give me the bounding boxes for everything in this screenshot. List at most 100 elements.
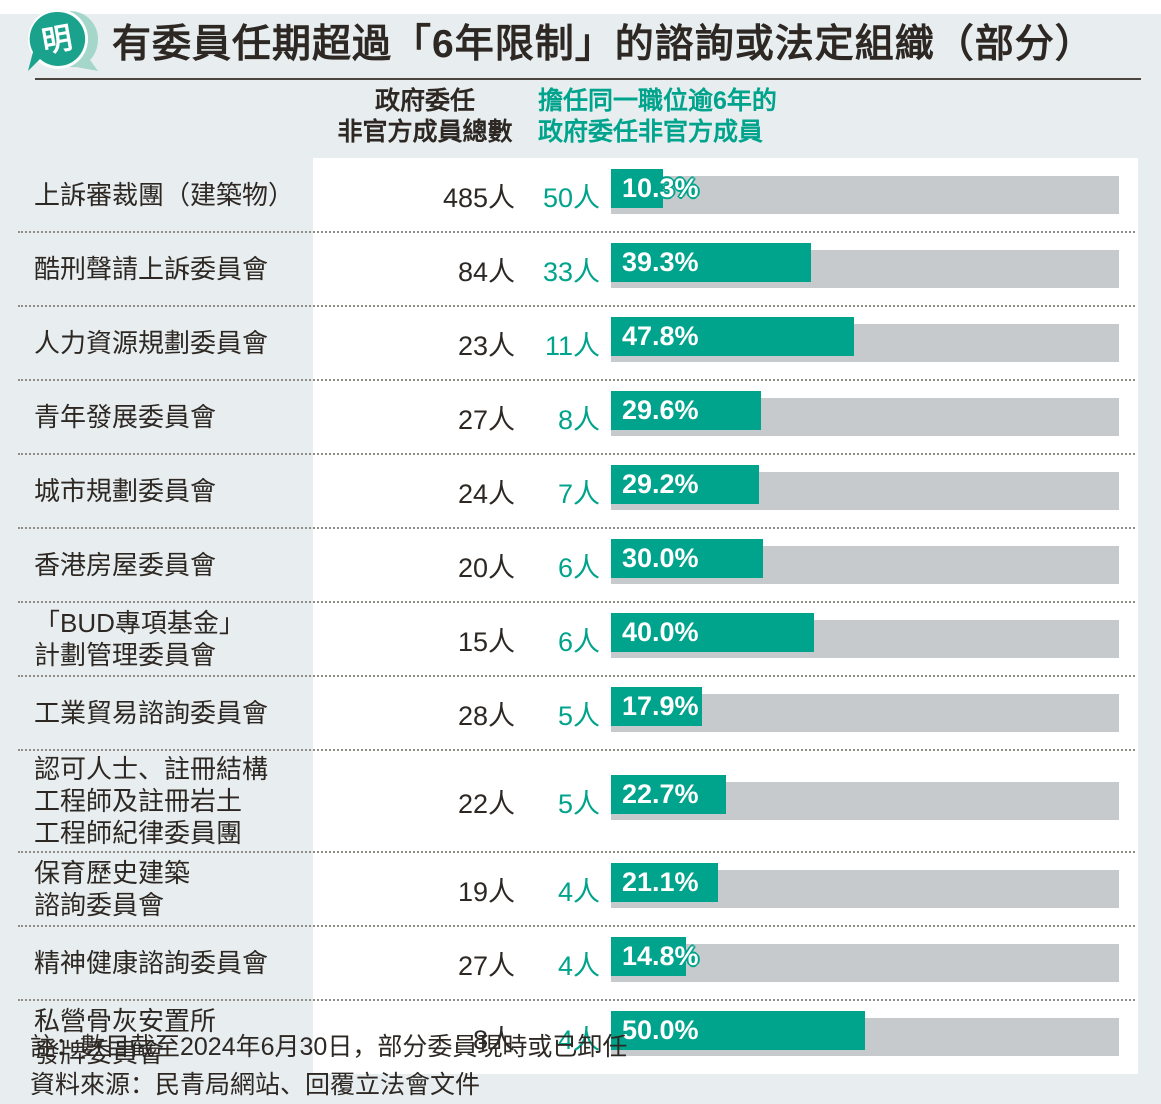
bar-chart-table: 上訴審裁團（建築物） 485人 50人 10.3% 酷刑聲請上訴委員會 84人 …: [0, 158, 1138, 1074]
row-divider: [18, 305, 1135, 307]
header-rule: [35, 78, 1141, 80]
over6-members-value: 4人: [557, 876, 600, 907]
total-members-value: 15人: [457, 626, 515, 657]
total-members-value: 19人: [457, 876, 515, 907]
bar-percentage-label: 29.6%: [622, 395, 699, 425]
organization-name: 香港房屋委員會: [34, 550, 217, 580]
table-row: 私營骨灰安置所 發牌委員會 8人 4人 50.0%: [0, 1000, 1138, 1074]
organization-name: 工業貿易諮詢委員會: [34, 698, 269, 728]
bar-percentage-label: 40.0%: [622, 617, 699, 647]
table-row: 人力資源規劃委員會 23人 11人 47.8%: [0, 306, 1138, 381]
bar-track: 30.0%: [611, 539, 1119, 584]
bar-fill: [611, 391, 762, 430]
bar-fill: [611, 243, 811, 282]
page-title: 有委員任期超過「6年限制」的諮詢或法定組織（部分）: [112, 23, 1095, 66]
total-members-value: 8人: [472, 1024, 515, 1055]
over6-members-value: 50人: [542, 182, 600, 213]
bar-fill: [611, 169, 664, 208]
bar-fill: [611, 613, 815, 652]
bar-percentage-label: 21.1%: [622, 867, 699, 897]
bar-cell: 30.0%: [611, 539, 1119, 584]
over6-members-value: 5人: [557, 700, 600, 731]
row-divider: [18, 601, 1135, 603]
bar-track: 29.2%: [611, 465, 1119, 510]
total-members-value: 23人: [457, 330, 515, 361]
organization-name: 「BUD專項基金」 計劃管理委員會: [34, 608, 245, 670]
over6-members-value: 6人: [557, 626, 600, 657]
bar-fill: [611, 465, 760, 504]
total-members-value: 20人: [457, 552, 515, 583]
bar-cell: 17.9%: [611, 687, 1119, 732]
over6-members-value: 4人: [557, 1024, 600, 1055]
table-row: 酷刑聲請上訴委員會 84人 33人 39.3%: [0, 232, 1138, 307]
bar-fill: [611, 1011, 865, 1050]
bar-cell: 14.8%: [611, 937, 1119, 982]
organization-name: 酷刑聲請上訴委員會: [34, 254, 269, 284]
organization-name: 上訴審裁團（建築物）: [34, 180, 295, 210]
bar-track: 50.0%: [611, 1011, 1119, 1056]
mingpao-logo-icon: 明: [28, 9, 98, 71]
bar-cell: 50.0%: [611, 1011, 1119, 1056]
table-row: 認可人士、註冊結構 工程師及註冊岩土 工程師紀律委員團 22人 5人 22.7%: [0, 750, 1138, 853]
over6-members-value: 11人: [544, 330, 600, 361]
bar-percentage-label: 50.0%: [622, 1015, 699, 1045]
row-divider: [18, 851, 1135, 853]
bar-fill: [611, 775, 727, 814]
row-divider: [18, 379, 1135, 381]
footnotes: 註：數目截至2024年6月30日，部分委員現時或已卸任 資料來源：民青局網站、回…: [30, 1028, 627, 1104]
bar-cell: 40.0%: [611, 613, 1119, 658]
total-members-value: 485人: [442, 182, 515, 213]
row-divider: [18, 527, 1135, 529]
organization-name: 保育歷史建築 諮詢委員會: [34, 858, 191, 920]
masthead: 明 有委員任期超過「6年限制」的諮詢或法定組織（部分）: [20, 6, 1141, 76]
organization-name: 青年發展委員會: [34, 402, 217, 432]
total-members-value: 84人: [457, 256, 515, 287]
bar-cell: 10.3%: [611, 169, 1119, 214]
over6-members-value: 4人: [557, 950, 600, 981]
bar-percentage-label: 39.3%: [622, 247, 699, 277]
row-divider: [18, 453, 1135, 455]
over6-members-value: 8人: [557, 404, 600, 435]
row-divider: [18, 749, 1135, 751]
bar-track: 22.7%: [611, 775, 1119, 820]
bar-track: 14.8%: [611, 937, 1119, 982]
organization-name: 人力資源規劃委員會: [34, 328, 269, 358]
bar-track: 47.8%: [611, 317, 1119, 362]
bar-track: 10.3%: [611, 169, 1119, 214]
bar-percentage-label: 30.0%: [622, 543, 699, 573]
total-members-value: 27人: [457, 950, 515, 981]
footnote-source: 資料來源：民青局網站、回覆立法會文件: [30, 1071, 481, 1099]
table-row: 青年發展委員會 27人 8人 29.6%: [0, 380, 1138, 455]
table-row: 城市規劃委員會 24人 7人 29.2%: [0, 454, 1138, 529]
bar-cell: 29.6%: [611, 391, 1119, 436]
total-members-value: 28人: [457, 700, 515, 731]
row-divider: [18, 999, 1135, 1001]
bar-track: 17.9%: [611, 687, 1119, 732]
bar-percentage-label: 17.9%: [622, 691, 699, 721]
bar-track: 21.1%: [611, 863, 1119, 908]
over6-members-value: 7人: [557, 478, 600, 509]
bar-fill: [611, 317, 854, 356]
bar-fill: [611, 937, 687, 976]
row-divider: [18, 925, 1135, 927]
organization-name: 認可人士、註冊結構 工程師及註冊岩土 工程師紀律委員團: [34, 754, 269, 848]
total-members-value: 27人: [457, 404, 515, 435]
over6-members-value: 6人: [557, 552, 600, 583]
bar-percentage-label: 47.8%: [622, 321, 699, 351]
bar-cell: 39.3%: [611, 243, 1119, 288]
column-header-total: 政府委任 非官方成員總數: [337, 87, 513, 146]
bar-cell: 21.1%: [611, 863, 1119, 908]
bar-track: 39.3%: [611, 243, 1119, 288]
organization-name: 精神健康諮詢委員會: [34, 948, 269, 978]
bar-cell: 29.2%: [611, 465, 1119, 510]
over6-members-value: 5人: [557, 788, 600, 819]
bar-fill: [611, 863, 719, 902]
bar-fill: [611, 539, 764, 578]
organization-name: 城市規劃委員會: [34, 476, 217, 506]
over6-members-value: 33人: [542, 256, 600, 287]
bar-fill: [611, 687, 702, 726]
table-row: 香港房屋委員會 20人 6人 30.0%: [0, 528, 1138, 603]
top-white-strip: [0, 0, 1161, 14]
total-members-value: 24人: [457, 478, 515, 509]
